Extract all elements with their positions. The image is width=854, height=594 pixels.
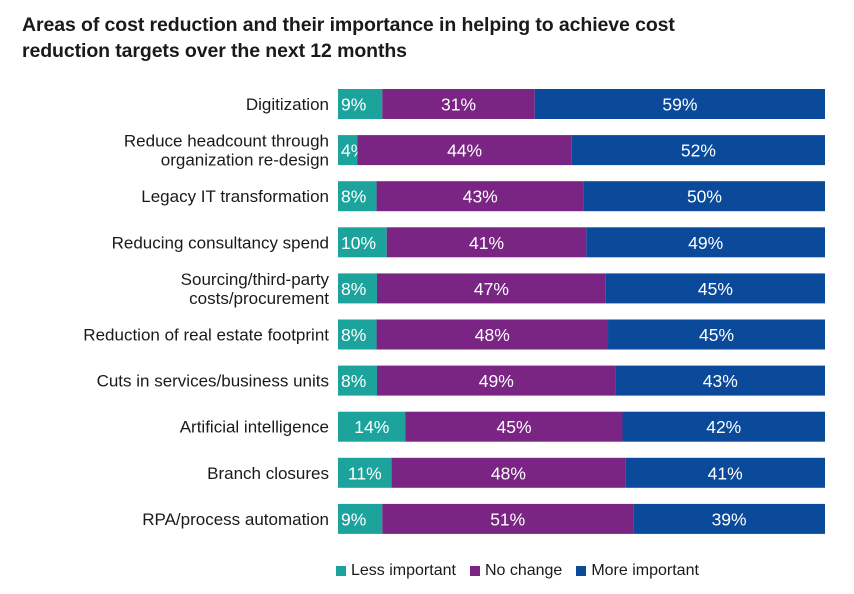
legend-label-less-important: Less important — [351, 562, 456, 579]
category-label-6: Cuts in services/business units — [97, 372, 329, 391]
legend-swatch-more-important — [576, 566, 587, 576]
legend-item-no-change: No change — [469, 562, 563, 580]
bar-segment-no-change-2 — [376, 181, 584, 212]
category-label-4-line-0: Sourcing/third-party — [181, 270, 330, 289]
category-labels-group: Digitization Reduce headcount throughorga… — [83, 95, 329, 529]
category-label-1-line-1: organization re-design — [161, 151, 329, 170]
bar-segment-less-important-0 — [338, 89, 383, 119]
bar-segment-more-important-9 — [633, 503, 825, 534]
bar-segment-no-change-1 — [357, 135, 572, 166]
bar-segment-less-important-6 — [338, 365, 377, 396]
data-label-more-important-2: 50% — [687, 187, 722, 207]
data-label-no-change-0: 31% — [441, 95, 476, 115]
data-label-less-important-8: 11% — [348, 463, 382, 483]
category-label-4-line-1: costs/procurement — [189, 289, 329, 308]
data-label-no-change-3: 41% — [469, 233, 504, 253]
bar-segment-more-important-0 — [534, 89, 825, 119]
category-label-2: Legacy IT transformation — [141, 187, 329, 206]
data-label-less-important-9: 9% — [341, 509, 366, 529]
data-label-no-change-6: 49% — [479, 371, 514, 391]
data-label-less-important-0: 9% — [341, 95, 366, 115]
bar-segment-more-important-8 — [625, 457, 825, 488]
data-label-more-important-1: 52% — [681, 141, 716, 161]
bar-segment-more-important-1 — [571, 135, 825, 166]
data-label-no-change-9: 51% — [490, 509, 525, 529]
legend-swatch-less-important — [336, 566, 346, 576]
data-label-less-important-2: 8% — [341, 187, 366, 207]
bar-segment-less-important-5 — [338, 319, 377, 350]
chart-title-line-1: Areas of cost reduction and their import… — [22, 14, 675, 36]
data-label-less-important-6: 8% — [341, 371, 366, 391]
data-label-more-important-3: 49% — [688, 233, 723, 253]
bar-segment-less-important-2 — [338, 181, 377, 212]
data-label-no-change-7: 45% — [496, 417, 531, 437]
bars-group: 9% 31% 59%4% 44% 52%8% 43% 50%10% 41% 49%8% 47% 45… — [338, 89, 825, 534]
category-label-1-line-0: Reduce headcount through — [124, 132, 329, 151]
data-label-no-change-2: 43% — [463, 187, 498, 207]
bar-segment-no-change-5 — [376, 319, 609, 350]
bar-segment-no-change-3 — [386, 227, 587, 258]
bar-segment-less-important-8 — [338, 457, 392, 488]
data-label-no-change-5: 48% — [475, 325, 510, 345]
bar-segment-less-important-3 — [338, 227, 387, 258]
bar-segment-more-important-4 — [605, 273, 825, 304]
data-label-more-important-4: 45% — [698, 279, 733, 299]
bar-segment-less-important-1 — [338, 135, 358, 166]
category-label-5: Reduction of real estate footprint — [83, 326, 329, 345]
legend: Less important No change More important — [336, 562, 713, 580]
legend-swatch-no-change — [469, 566, 480, 576]
bar-segment-no-change-4 — [376, 273, 606, 304]
bar-segment-more-important-2 — [583, 181, 825, 212]
data-label-no-change-4: 47% — [474, 279, 509, 299]
data-label-less-important-3: 10% — [341, 233, 376, 253]
legend-label-more-important: More important — [591, 562, 699, 579]
data-label-more-important-7: 42% — [706, 417, 741, 437]
data-label-more-important-5: 45% — [699, 325, 734, 345]
bar-segment-no-change-8 — [391, 457, 626, 488]
data-label-less-important-4: 8% — [341, 279, 366, 299]
chart-title: Areas of cost reduction and their import… — [22, 12, 842, 64]
category-label-9: RPA/process automation — [142, 510, 329, 529]
bar-segment-less-important-4 — [338, 273, 377, 304]
bar-segment-more-important-5 — [608, 319, 825, 350]
category-label-3: Reducing consultancy spend — [112, 233, 329, 252]
data-label-more-important-9: 39% — [712, 509, 747, 529]
bar-segment-no-change-6 — [376, 365, 616, 396]
category-label-7: Artificial intelligence — [180, 418, 329, 437]
bar-segment-less-important-9 — [338, 503, 383, 534]
data-label-less-important-7: 14% — [354, 417, 389, 437]
data-label-more-important-6: 43% — [703, 371, 738, 391]
category-label-0: Digitization — [246, 95, 329, 114]
legend-label-no-change: No change — [484, 562, 563, 579]
bar-segment-less-important-7 — [338, 411, 406, 442]
data-label-more-important-8: 41% — [708, 463, 743, 483]
data-label-no-change-1: 44% — [447, 141, 482, 161]
bar-segment-no-change-7 — [405, 411, 623, 442]
bar-segment-more-important-3 — [586, 227, 825, 258]
legend-item-less-important: Less important — [336, 562, 456, 580]
data-label-no-change-8: 48% — [491, 463, 526, 483]
bar-segment-more-important-7 — [622, 411, 825, 442]
category-label-8: Branch closures — [207, 464, 329, 483]
bar-segment-no-change-9 — [382, 503, 634, 534]
bar-segment-no-change-0 — [382, 89, 535, 119]
legend-item-more-important: More important — [576, 562, 699, 580]
data-label-less-important-5: 8% — [341, 325, 366, 345]
bar-segment-more-important-6 — [615, 365, 825, 396]
data-label-more-important-0: 59% — [662, 95, 697, 115]
chart-title-line-2: reduction targets over the next 12 month… — [22, 40, 407, 62]
